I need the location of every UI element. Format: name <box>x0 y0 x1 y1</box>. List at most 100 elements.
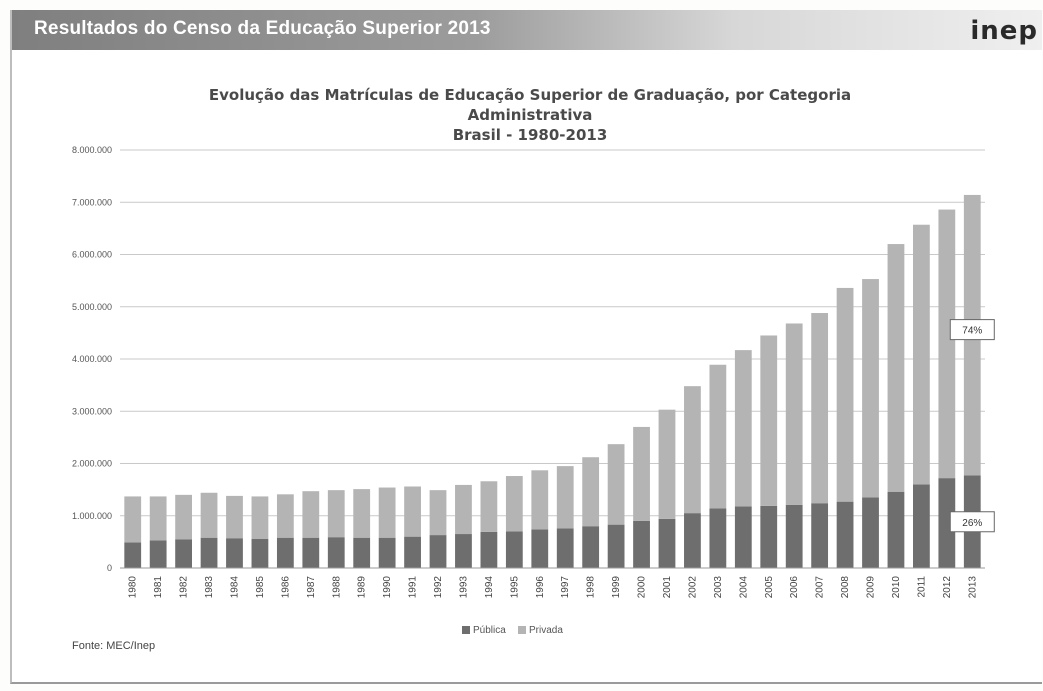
x-tick-label: 2005 <box>764 576 775 599</box>
bar-privada <box>633 426 650 521</box>
bar-publica <box>455 534 472 568</box>
bar-publica <box>862 497 879 568</box>
x-tick-label: 1993 <box>458 576 469 599</box>
bar-publica <box>582 526 600 568</box>
chart-subtitle: Brasil - 1980-2013 <box>452 126 608 144</box>
x-tick-label: 2010 <box>891 576 902 599</box>
bar-privada <box>836 287 854 502</box>
bar-privada <box>785 323 803 505</box>
y-tick-label: 7.000.000 <box>72 197 112 207</box>
bar-privada <box>760 335 778 506</box>
bar-publica <box>607 524 625 568</box>
x-tick-label: 1986 <box>280 576 291 599</box>
y-tick-label: 5.000.000 <box>72 302 112 312</box>
bar-privada <box>404 486 421 537</box>
x-tick-label: 1988 <box>331 576 342 599</box>
x-tick-label: 1990 <box>382 576 393 599</box>
bar-privada <box>302 491 320 538</box>
bar-privada <box>149 496 167 541</box>
bar-publica <box>709 508 727 568</box>
bar-publica <box>226 538 243 568</box>
legend-label: Privada <box>529 625 563 636</box>
x-tick-label: 2002 <box>687 576 698 599</box>
bar-privada <box>226 495 243 539</box>
bar-publica <box>327 537 345 568</box>
bar-publica <box>760 505 778 568</box>
x-tick-label: 1987 <box>306 576 317 599</box>
x-tick-label: 1997 <box>560 576 571 599</box>
bar-publica <box>175 539 192 568</box>
y-tick-label: 4.000.000 <box>72 354 112 364</box>
x-tick-label: 2012 <box>942 576 953 599</box>
bar-publica <box>811 503 829 568</box>
source-note: Fonte: MEC/Inep <box>72 640 156 652</box>
x-tick-label: 1999 <box>611 576 622 599</box>
y-tick-label: 3.000.000 <box>72 406 112 416</box>
bar-privada <box>480 481 498 532</box>
bar-publica <box>505 531 523 568</box>
bar-privada <box>734 350 752 507</box>
bar-publica <box>404 536 421 568</box>
x-tick-label: 2008 <box>840 576 851 599</box>
bar-publica <box>429 535 447 568</box>
x-tick-label: 2001 <box>662 576 673 599</box>
bar-publica <box>302 537 320 568</box>
bar-privada <box>658 409 676 519</box>
bar-privada <box>251 496 269 539</box>
bar-privada <box>124 496 142 543</box>
legend-label: Pública <box>473 625 506 636</box>
bar-publica <box>200 537 218 568</box>
bar-privada <box>276 494 294 538</box>
bar-publica <box>836 501 854 568</box>
annotation-label: 74% <box>962 326 982 337</box>
bar-privada <box>505 476 523 532</box>
bar-publica <box>556 528 574 568</box>
x-tick-label: 2004 <box>738 576 749 599</box>
bar-privada <box>913 224 930 485</box>
x-tick-label: 1996 <box>535 576 546 599</box>
x-tick-label: 2011 <box>916 576 927 598</box>
bar-publica <box>684 513 701 568</box>
x-tick-label: 2013 <box>967 576 978 599</box>
x-tick-label: 1985 <box>255 576 266 599</box>
chart-title-block: Evolução das Matrículas de Educação Supe… <box>150 85 910 145</box>
bar-publica <box>124 542 142 568</box>
y-tick-label: 1.000.000 <box>72 511 112 521</box>
bar-publica <box>887 491 905 568</box>
bar-publica <box>913 484 930 568</box>
x-tick-label: 2009 <box>866 576 877 599</box>
chart-title: Evolução das Matrículas de Educação Supe… <box>208 86 852 124</box>
bar-privada <box>684 386 701 514</box>
bar-privada <box>455 484 472 535</box>
bar-publica <box>785 504 803 568</box>
bar-privada <box>327 490 345 538</box>
bar-privada <box>531 470 549 530</box>
bar-privada <box>811 313 829 504</box>
bar-publica <box>353 537 371 568</box>
bar-privada <box>887 244 905 492</box>
bar-privada <box>709 364 727 509</box>
bar-privada <box>429 490 447 536</box>
bar-privada <box>938 209 956 479</box>
x-tick-label: 1980 <box>128 576 139 599</box>
header-bar: Resultados do Censo da Educação Superior… <box>12 10 1042 50</box>
x-tick-label: 1981 <box>153 576 164 599</box>
bar-publica <box>734 506 752 568</box>
x-tick-label: 2000 <box>637 576 648 599</box>
bar-publica <box>531 529 549 568</box>
inep-logo: inep <box>970 16 1038 46</box>
bar-privada <box>862 279 879 498</box>
bar-privada <box>378 487 396 538</box>
x-tick-label: 2007 <box>815 576 826 599</box>
y-tick-label: 6.000.000 <box>72 250 112 260</box>
annotation-box <box>949 319 995 341</box>
annotation-label: 26% <box>962 518 982 529</box>
bar-publica <box>633 520 650 568</box>
bar-publica <box>276 537 294 568</box>
x-tick-label: 2003 <box>713 576 724 599</box>
x-tick-label: 1983 <box>204 576 215 599</box>
x-tick-label: 2006 <box>789 576 800 599</box>
y-tick-label: 2.000.000 <box>72 459 112 469</box>
bar-publica <box>251 538 269 568</box>
